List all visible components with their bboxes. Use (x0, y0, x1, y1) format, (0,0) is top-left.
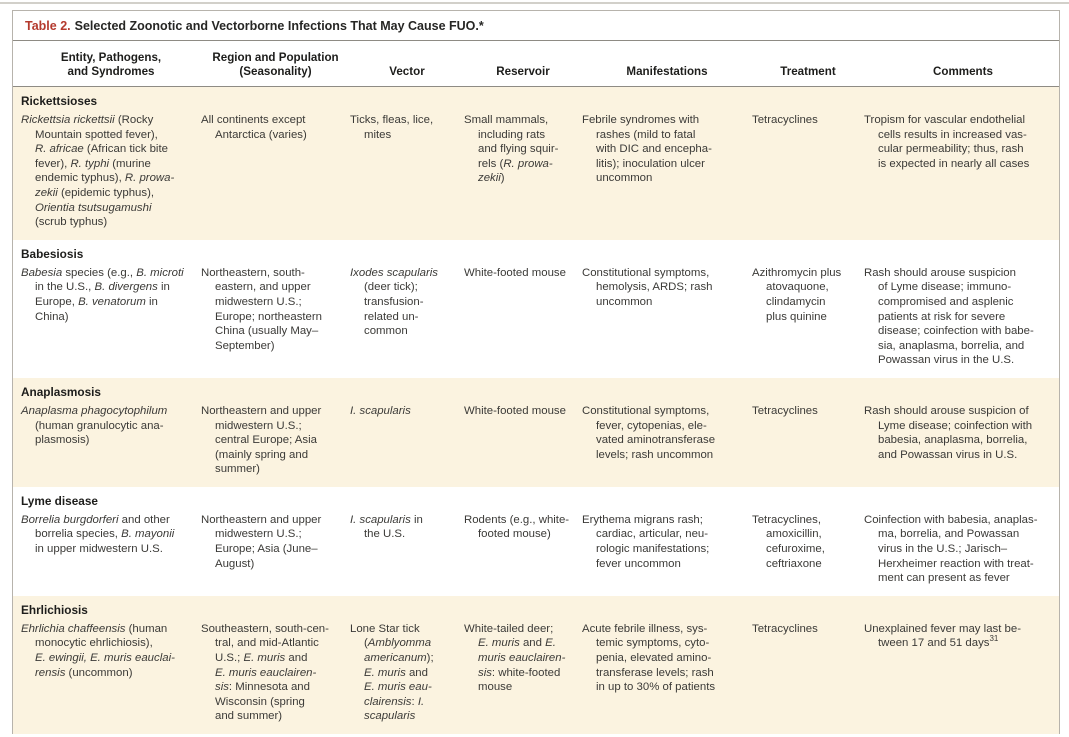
column-header: Reservoir (496, 64, 550, 78)
cell-region: All continents except Antarctica (varies… (201, 114, 307, 141)
cell-comments: Rash should arouse suspicion of Lyme dis… (864, 404, 1033, 461)
cell-vector: Ixodes scapularis (deer tick); transfusi… (350, 266, 439, 338)
cell-manifestations: Acute febrile illness, sys- temic sympto… (582, 622, 716, 694)
table-row: Borrelia burgdorferi and other borrelia … (13, 511, 1059, 596)
section-header: Babesiosis (21, 246, 84, 261)
cell-treatment: Tetracyclines (752, 114, 818, 126)
cell-treatment: Tetracyclines (752, 404, 818, 417)
section-ehrlichiosis: Ehrlichiosis Ehrlichia chaffeensis (human… (13, 595, 1059, 734)
section-header: Lyme disease (21, 493, 98, 508)
table-row: Rickettsia rickettsii (Rocky Mountain sp… (13, 111, 1059, 240)
column-header: Vector (389, 64, 425, 78)
cell-vector: Lone Star tick (Amblyomma americanum); E… (350, 622, 434, 723)
cell-manifestations: Erythema migrans rash; cardiac, articula… (582, 513, 710, 570)
cell-reservoir: Small mammals, including rats and flying… (464, 114, 559, 185)
section-header: Ehrlichiosis (21, 602, 88, 617)
column-header: Comments (933, 64, 993, 78)
column-header-row: Entity, Pathogens, and Syndromes Region a… (13, 41, 1059, 87)
table-title: Table 2. Selected Zoonotic and Vectorborn… (13, 11, 1059, 41)
column-header: Manifestations (626, 64, 708, 78)
cell-region: Northeastern and upper midwestern U.S.; … (201, 404, 322, 476)
cell-reservoir: White-footed mouse (464, 404, 566, 417)
cell-region: Northeastern and upper midwestern U.S.; … (201, 513, 322, 570)
cell-vector: Ticks, fleas, lice, mites (350, 114, 434, 141)
cell-comments: Unexplained fever may last be- tween 17 … (864, 622, 1022, 650)
cell-comments: Coinfection with babesia, anaplas- ma, b… (864, 513, 1038, 585)
column-header: Entity, Pathogens, and Syndromes (60, 51, 162, 78)
table-title-text: Selected Zoonotic and Vectorborne Infect… (74, 19, 484, 33)
cell-reservoir: Rodents (e.g., white- footed mouse) (464, 513, 570, 541)
cell-reservoir: White-footed mouse (464, 266, 566, 279)
cell-comments: Tropism for vascular endothelial cells r… (864, 114, 1030, 170)
cell-vector: I. scapularis in the U.S. (350, 513, 423, 541)
column-header: Treatment (780, 64, 836, 78)
cell-entity: Anaplasma phagocytophilum (human granulo… (21, 404, 168, 447)
table-container: Table 2. Selected Zoonotic and Vectorborn… (12, 10, 1060, 734)
table-row: Anaplasma phagocytophilum (human granulo… (13, 402, 1059, 487)
cell-region: Northeastern, south- eastern, and upper … (201, 266, 323, 352)
cell-reservoir: White-tailed deer; E. muris and E. muris… (464, 622, 566, 694)
cell-entity: Rickettsia rickettsii (Rocky Mountain sp… (21, 114, 175, 229)
section-header: Anaplasmosis (21, 384, 101, 399)
table-body: Rickettsioses Rickettsia rickettsii (Rock… (13, 87, 1059, 734)
section-header: Rickettsioses (21, 94, 98, 108)
cell-entity: Borrelia burgdorferi and other borrelia … (21, 513, 175, 556)
cell-manifestations: Constitutional symptoms, hemolysis, ARDS… (582, 266, 713, 308)
cell-treatment: Tetracyclines (752, 622, 818, 635)
cell-entity: Babesia species (e.g., B. microti in the… (21, 266, 184, 323)
cell-treatment: Azithromycin plus atovaquone, clindamyci… (752, 266, 842, 323)
section-rickettsioses: Rickettsioses Rickettsia rickettsii (Rock… (13, 87, 1059, 240)
page-top-rule (0, 2, 1069, 4)
table-row: Ehrlichia chaffeensis (human monocytic e… (13, 620, 1059, 734)
cell-vector: I. scapularis (350, 404, 411, 417)
section-anaplasmosis: Anaplasmosis Anaplasma phagocytophilum (h… (13, 377, 1059, 487)
cell-manifestations: Constitutional symptoms, fever, cytopeni… (582, 404, 716, 461)
cell-entity: Ehrlichia chaffeensis (human monocytic e… (21, 622, 175, 679)
section-lyme-disease: Lyme disease Borrelia burgdorferi and oth… (13, 486, 1059, 596)
cell-comments: Rash should arouse suspicion of Lyme dis… (864, 266, 1034, 367)
table-row: Babesia species (e.g., B. microti in the… (13, 264, 1059, 378)
table-number: Table 2. (25, 19, 71, 33)
section-babesiosis: Babesiosis Babesia species (e.g., B. micr… (13, 239, 1059, 378)
column-header: Region and Population (Seasonality) (212, 51, 339, 78)
cell-manifestations: Febrile syndromes with rashes (mild to f… (582, 114, 712, 185)
cell-treatment: Tetracyclines, amoxicillin, cefuroxime, … (752, 513, 825, 570)
cell-region: Southeastern, south-cen- tral, and mid-A… (201, 622, 329, 723)
